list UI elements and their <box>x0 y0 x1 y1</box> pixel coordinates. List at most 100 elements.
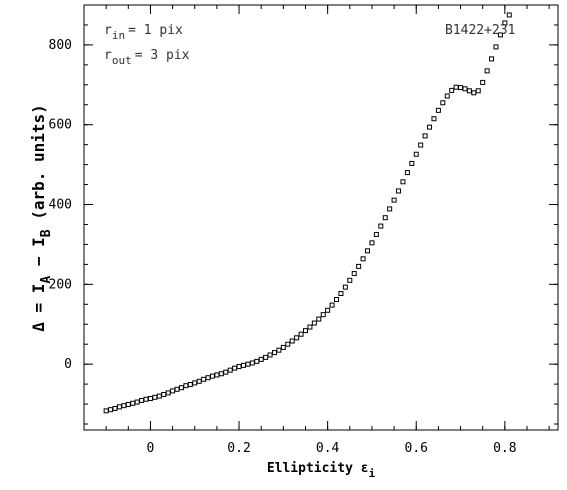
data-point <box>117 405 121 409</box>
data-point <box>379 224 383 228</box>
data-point <box>348 278 352 282</box>
data-point <box>459 86 463 90</box>
data-point <box>126 402 130 406</box>
annotation-object-name: B1422+231 <box>445 23 515 38</box>
data-point <box>494 45 498 49</box>
data-point <box>308 325 312 329</box>
data-point <box>445 94 449 98</box>
annotation-r-out-main: r <box>104 48 112 63</box>
data-point <box>255 359 259 363</box>
data-point <box>414 152 418 156</box>
data-point <box>432 117 436 121</box>
data-point <box>352 272 356 276</box>
data-point <box>281 345 285 349</box>
x-axis-label-sub: i <box>369 467 376 480</box>
y-tick-label: 600 <box>49 118 72 133</box>
data-point <box>144 397 148 401</box>
data-point <box>131 401 135 405</box>
data-point <box>330 303 334 307</box>
data-point <box>507 13 511 17</box>
data-point <box>481 80 485 84</box>
y-axis-label-sub-b: B <box>39 229 54 237</box>
data-point <box>286 342 290 346</box>
data-point <box>104 409 108 413</box>
data-point <box>357 264 361 268</box>
data-point <box>113 406 117 410</box>
data-point <box>326 308 330 312</box>
data-point <box>241 363 245 367</box>
x-ticks: 0 0.2 0.4 0.6 0.8 <box>106 5 549 456</box>
x-tick-label: 0.4 <box>316 441 340 456</box>
y-tick-label: 800 <box>49 38 72 53</box>
data-point <box>366 249 370 253</box>
x-tick-label: 0 <box>147 441 155 456</box>
data-point <box>153 395 157 399</box>
data-point <box>175 387 179 391</box>
x-tick-label: 0.2 <box>227 441 250 456</box>
annotation-r-in: rin = 1 pix <box>104 23 183 42</box>
data-point <box>166 391 170 395</box>
data-point <box>361 257 365 261</box>
data-point <box>410 161 414 165</box>
data-point <box>228 368 232 372</box>
y-tick-label: 400 <box>49 198 72 213</box>
data-point <box>343 285 347 289</box>
data-point <box>397 189 401 193</box>
data-point <box>148 396 152 400</box>
data-point <box>206 376 210 380</box>
x-tick-label: 0.6 <box>405 441 428 456</box>
x-tick-label: 0.8 <box>493 441 516 456</box>
data-point <box>419 143 423 147</box>
annotation-r-in-main: r <box>104 23 112 38</box>
data-point <box>472 91 476 95</box>
data-point <box>237 365 241 369</box>
data-point <box>250 361 254 365</box>
y-axis-label: Δ = IA − IB (arb. units) <box>29 104 54 332</box>
y-axis-label-part3: (arb. units) <box>29 104 48 229</box>
data-point <box>277 348 281 352</box>
data-point <box>215 373 219 377</box>
data-point <box>197 379 201 383</box>
data-point <box>272 351 276 355</box>
data-point <box>188 383 192 387</box>
data-point <box>490 57 494 61</box>
data-points <box>104 13 511 413</box>
data-point <box>476 89 480 93</box>
data-point <box>317 317 321 321</box>
data-point <box>184 384 188 388</box>
data-point <box>312 321 316 325</box>
x-axis-label-main: Ellipticity ε <box>267 461 369 476</box>
data-point <box>264 355 268 359</box>
data-point <box>467 89 471 93</box>
data-point <box>202 377 206 381</box>
data-point <box>122 404 126 408</box>
data-point <box>485 69 489 73</box>
data-point <box>179 386 183 390</box>
data-point <box>401 180 405 184</box>
data-point <box>109 408 113 412</box>
annotation-r-in-sub: in <box>112 29 125 42</box>
data-point <box>246 362 250 366</box>
data-point <box>295 336 299 340</box>
data-point <box>299 332 303 336</box>
data-point <box>335 298 339 302</box>
data-point <box>454 85 458 89</box>
data-point <box>450 88 454 92</box>
y-axis-label-sub-a: A <box>39 276 54 284</box>
data-point <box>233 366 237 370</box>
y-tick-label: 0 <box>64 357 72 372</box>
data-point <box>388 207 392 211</box>
data-point <box>268 353 272 357</box>
annotation-r-out-sub: out <box>112 54 132 67</box>
data-point <box>219 372 223 376</box>
data-point <box>171 389 175 393</box>
annotation-r-out-value: = 3 pix <box>135 48 190 63</box>
data-point <box>162 392 166 396</box>
data-point <box>339 292 343 296</box>
data-point <box>303 329 307 333</box>
data-point <box>428 125 432 129</box>
data-point <box>290 339 294 343</box>
y-ticks: 0 200 400 600 800 <box>49 5 558 424</box>
data-point <box>140 398 144 402</box>
data-point <box>374 232 378 236</box>
